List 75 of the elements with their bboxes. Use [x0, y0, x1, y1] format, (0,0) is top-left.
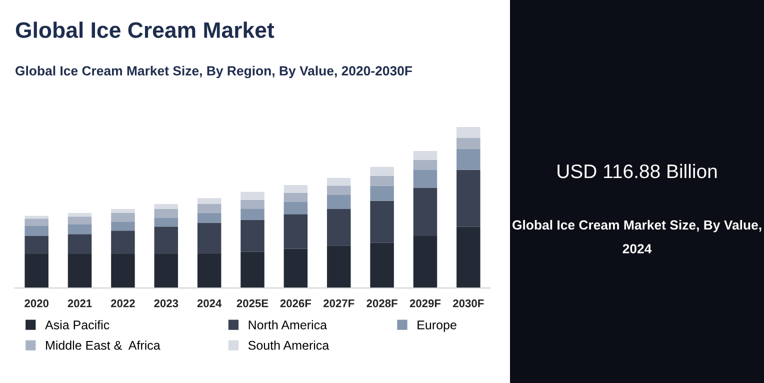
bar — [240, 208, 264, 220]
bar — [154, 208, 178, 218]
bar — [456, 138, 480, 149]
bar — [154, 226, 178, 254]
bar — [197, 212, 222, 223]
chart-subtitle: Global Ice Cream Market Size, By Region, By Value, 2020-2030F — [16, 66, 412, 78]
bar — [370, 186, 394, 201]
bar — [413, 160, 438, 170]
bar — [456, 127, 480, 138]
bar — [284, 248, 308, 288]
legend-label: Europe — [418, 320, 456, 332]
bar — [68, 234, 92, 254]
bar — [197, 204, 222, 213]
x-tick-label: 2025E — [236, 299, 268, 308]
bar — [370, 242, 394, 288]
bar — [197, 253, 222, 288]
bar — [284, 184, 308, 193]
bar — [413, 150, 438, 160]
bar — [370, 200, 394, 243]
bar — [240, 200, 264, 209]
bar — [111, 254, 135, 288]
bar — [111, 222, 135, 231]
bar — [240, 192, 264, 200]
bar — [24, 254, 48, 288]
bar — [413, 236, 438, 288]
legend-label: North America — [248, 320, 328, 330]
legend-label: South America — [248, 340, 330, 350]
bar — [154, 218, 178, 227]
chart-title: Global Ice Cream Market — [16, 22, 274, 38]
x-tick-label: 2027F — [324, 299, 354, 308]
text: Global Ice Cream Market Size, By Value, 2024 — [512, 220, 762, 254]
text: USD 116.88 Billion — [558, 164, 717, 178]
legend-label: Asia Pacific — [45, 320, 110, 330]
x-tick-label: 2026F — [280, 299, 312, 308]
bar — [68, 216, 92, 224]
bar — [326, 208, 351, 246]
legend-label: Middle East & Africa — [46, 340, 160, 350]
bar — [24, 236, 48, 254]
bar — [154, 204, 178, 209]
bar — [68, 224, 92, 234]
bar — [24, 226, 48, 236]
bar — [284, 214, 308, 249]
bar — [111, 212, 135, 222]
bar — [370, 176, 394, 186]
x-tick-label: 2023 — [154, 299, 178, 308]
x-tick-label: 2024 — [197, 299, 222, 308]
x-tick-label: 2030F — [453, 299, 484, 308]
bar — [370, 166, 394, 176]
bar — [240, 220, 264, 252]
x-tick-label: 2022 — [110, 299, 135, 308]
x-tick-label: 2028F — [366, 299, 398, 308]
bar — [68, 212, 92, 217]
bar — [240, 252, 264, 288]
bar — [413, 170, 438, 188]
bar — [111, 230, 135, 254]
bar — [111, 208, 135, 213]
bar — [326, 178, 351, 186]
x-tick-label: 2021 — [68, 299, 92, 308]
x-tick-label: 2020 — [24, 299, 48, 308]
bar — [284, 202, 308, 214]
bar — [197, 198, 222, 204]
x-tick-label: 2029F — [410, 299, 441, 308]
bar — [456, 226, 480, 288]
bar — [197, 222, 222, 254]
bar — [326, 186, 351, 195]
bar — [24, 216, 48, 219]
bar — [326, 246, 351, 288]
bar — [154, 254, 178, 288]
bar — [68, 254, 92, 288]
bar — [284, 192, 308, 202]
bar — [456, 170, 480, 227]
bar — [24, 218, 48, 226]
bar — [456, 148, 480, 170]
bar — [413, 188, 438, 236]
bar — [326, 194, 351, 209]
